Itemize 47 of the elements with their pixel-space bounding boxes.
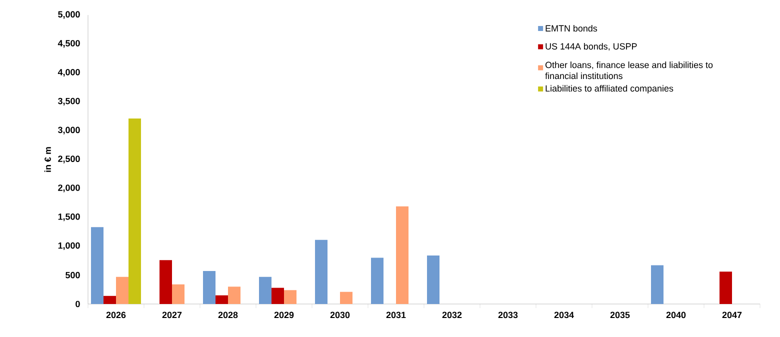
bar bbox=[720, 272, 732, 304]
y-axis-title: in € m bbox=[44, 147, 51, 172]
y-tick-label: 2,500 bbox=[58, 156, 80, 164]
y-tick-label: 3,000 bbox=[58, 126, 80, 134]
x-tick-label: 2028 bbox=[218, 312, 238, 318]
bar bbox=[651, 265, 664, 304]
bar bbox=[128, 118, 141, 304]
bar bbox=[315, 240, 328, 304]
legend-label: US 144A bonds, USPP bbox=[546, 42, 637, 51]
x-tick-label: 2035 bbox=[610, 312, 630, 318]
bar bbox=[203, 271, 216, 304]
bar bbox=[396, 206, 409, 304]
bar bbox=[172, 284, 185, 304]
x-tick-label: 2030 bbox=[330, 312, 350, 318]
x-tick-label: 2029 bbox=[274, 312, 294, 318]
legend-label: Other loans, finance lease and liabilities to financial institutions bbox=[545, 62, 713, 80]
x-tick-label: 2034 bbox=[554, 312, 574, 318]
y-tick-label: 500 bbox=[66, 272, 80, 278]
bar bbox=[259, 276, 272, 304]
y-tick-label: 5,000 bbox=[58, 11, 80, 19]
legend-label: Liabilities to affiliated companies bbox=[546, 85, 674, 94]
legend-label: EMTN bonds bbox=[546, 24, 598, 32]
bar bbox=[427, 255, 440, 304]
y-tick-label: 1,500 bbox=[58, 213, 80, 222]
y-tick-label: 4,500 bbox=[58, 40, 80, 48]
bar bbox=[284, 290, 297, 304]
bar bbox=[116, 276, 128, 304]
bar bbox=[160, 260, 172, 304]
bar bbox=[216, 295, 228, 304]
x-tick-label: 2026 bbox=[106, 312, 126, 318]
bar bbox=[371, 258, 384, 304]
x-tick-label: 2032 bbox=[442, 312, 462, 318]
x-tick-label: 2047 bbox=[722, 312, 742, 318]
x-tick-label: 2033 bbox=[498, 312, 518, 318]
x-tick-label: 2027 bbox=[162, 312, 182, 318]
bar bbox=[228, 286, 241, 304]
y-tick-label: 3,500 bbox=[58, 98, 80, 106]
y-tick-label: 1,000 bbox=[58, 242, 80, 250]
x-tick-label: 2040 bbox=[666, 312, 686, 318]
y-tick-label: 2,000 bbox=[58, 184, 80, 192]
bar bbox=[340, 292, 353, 304]
bar bbox=[91, 227, 104, 304]
bar bbox=[104, 296, 116, 304]
y-tick-label: 4,000 bbox=[58, 68, 80, 77]
x-tick-label: 2031 bbox=[386, 312, 406, 318]
bar bbox=[272, 288, 284, 304]
y-tick-label: 0 bbox=[76, 300, 80, 308]
